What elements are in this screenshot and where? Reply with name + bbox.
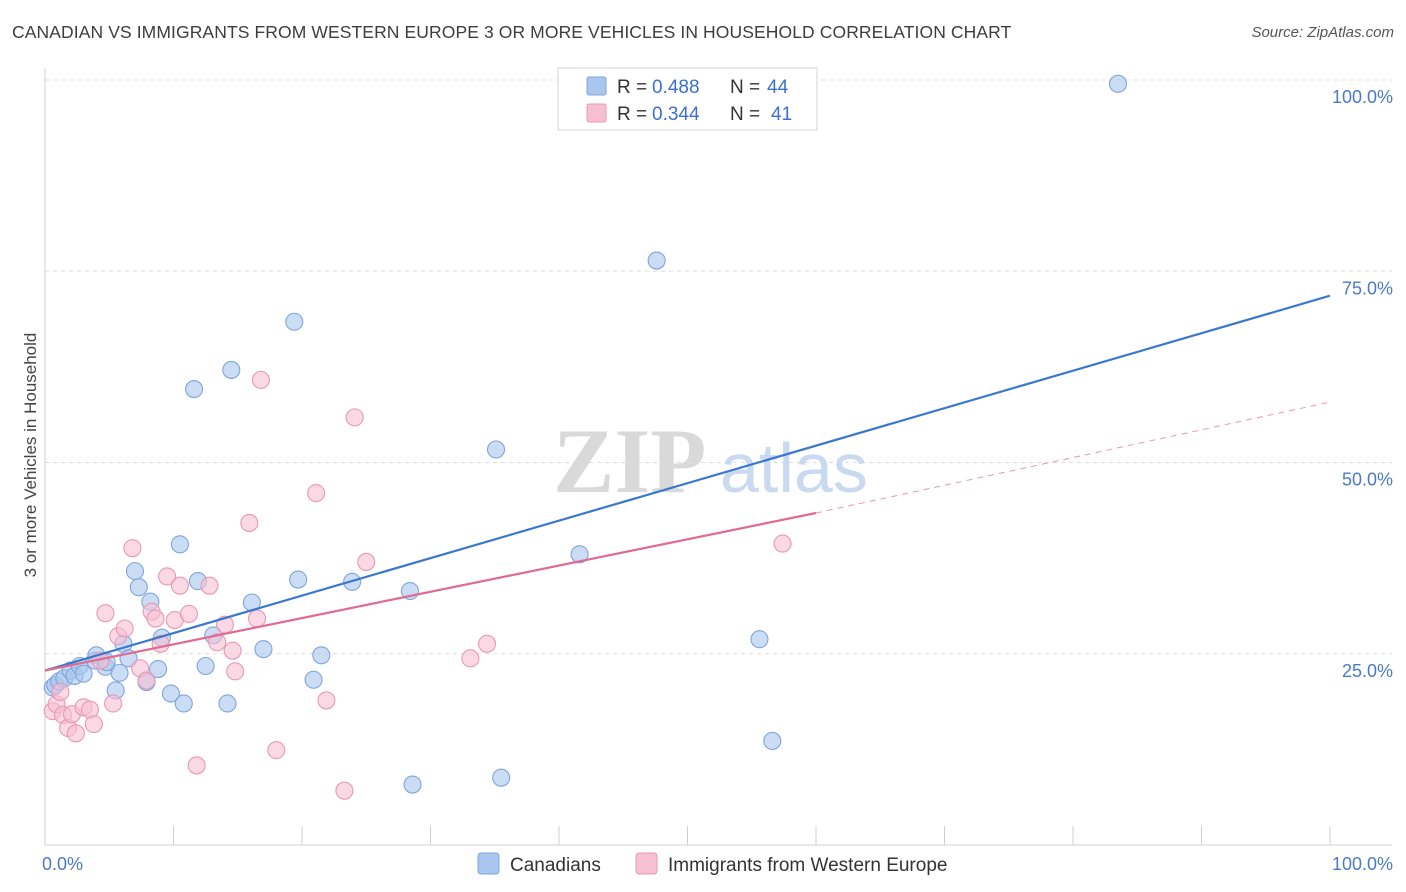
data-points [43, 74, 1128, 800]
point-canadians [492, 768, 511, 787]
point-immigrants [345, 408, 364, 427]
point-immigrants [104, 694, 123, 713]
point-immigrants [240, 513, 259, 532]
legend-r-label-canadians: R = [617, 77, 647, 98]
point-immigrants [158, 567, 177, 586]
point-immigrants [96, 604, 115, 623]
watermark: ZIP atlas [553, 410, 868, 512]
watermark-atlas: atlas [720, 429, 868, 507]
point-immigrants [223, 641, 242, 660]
point-canadians [185, 380, 204, 399]
point-canadians [218, 694, 237, 713]
y-tick-label: 50.0% [1342, 470, 1393, 490]
point-canadians [570, 545, 589, 564]
point-immigrants [247, 609, 267, 628]
watermark-zip: ZIP [553, 410, 706, 512]
point-canadians [161, 684, 180, 703]
point-canadians [170, 535, 189, 554]
point-immigrants [51, 682, 70, 702]
series-legend-label-canadians: Canadians [510, 855, 601, 876]
legend-r-value-canadians: 0.488 [652, 77, 700, 98]
point-canadians [222, 360, 241, 379]
point-canadians [647, 251, 666, 270]
stats-legend: R = 0.488 N = 44 R = 0.344 N = 41 [557, 67, 818, 131]
point-immigrants [115, 619, 134, 638]
point-canadians [750, 630, 769, 649]
point-immigrants [477, 634, 497, 653]
source-credit: Source: ZipAtlas.com [1251, 24, 1394, 41]
point-immigrants [200, 576, 219, 595]
point-canadians [174, 694, 193, 713]
point-canadians [129, 578, 148, 597]
point-canadians [304, 670, 323, 689]
series-legend-swatch-canadians [477, 852, 500, 875]
trend-line-canadians [44, 294, 1331, 672]
point-immigrants [335, 781, 354, 800]
point-canadians [74, 664, 93, 683]
point-immigrants [226, 662, 245, 681]
x-tick-label: 100.0% [1332, 854, 1393, 874]
point-canadians [486, 440, 506, 459]
point-immigrants [208, 633, 227, 652]
point-canadians [196, 656, 215, 676]
point-canadians [312, 646, 331, 665]
point-immigrants [357, 552, 376, 572]
point-immigrants [123, 539, 142, 558]
y-tick-label: 100.0% [1332, 87, 1393, 107]
axes [44, 68, 1392, 846]
point-immigrants [84, 715, 103, 734]
y-tick-label: 75.0% [1342, 278, 1393, 298]
trend-line-extension-immigrants [815, 401, 1331, 514]
grid-lines [45, 79, 1392, 655]
y-tick-label: 25.0% [1342, 661, 1393, 681]
x-tick-label: 0.0% [42, 854, 83, 874]
legend-swatch-immigrants [586, 103, 607, 123]
point-immigrants [170, 576, 189, 595]
point-canadians [254, 640, 273, 659]
point-immigrants [461, 649, 480, 668]
point-canadians [149, 659, 168, 679]
point-immigrants [267, 741, 286, 760]
point-canadians [285, 312, 304, 331]
point-canadians [763, 731, 782, 751]
legend-r-label-immigrants: R = [617, 104, 647, 125]
series-legend-label-immigrants: Immigrants from Western Europe [668, 855, 947, 876]
chart-title: CANADIAN VS IMMIGRANTS FROM WESTERN EURO… [12, 22, 1012, 42]
legend-n-label-immigrants: N = [730, 104, 760, 125]
point-canadians [403, 775, 422, 794]
legend-swatch-canadians [586, 76, 607, 96]
point-immigrants [251, 370, 270, 389]
legend-r-value-immigrants: 0.344 [652, 104, 700, 125]
series-legend: Canadians Immigrants from Western Europe [477, 852, 947, 876]
point-immigrants [137, 671, 156, 690]
y-axis-label: 3 or more Vehicles in Household [21, 333, 40, 578]
point-immigrants [146, 609, 165, 628]
point-canadians [110, 663, 129, 682]
point-immigrants [66, 724, 85, 743]
point-immigrants [773, 534, 792, 553]
legend-n-label-canadians: N = [730, 77, 760, 98]
point-canadians [289, 570, 308, 589]
series-legend-swatch-immigrants [635, 852, 658, 875]
point-canadians [125, 562, 144, 581]
trend-line-immigrants [44, 511, 817, 672]
point-canadians [1108, 74, 1128, 93]
point-immigrants [317, 691, 336, 710]
trend-lines [44, 294, 1331, 672]
legend-n-value-canadians: 44 [767, 77, 789, 98]
tick-labels: 25.0% 50.0% 75.0% 100.0% 0.0% 100.0% [42, 87, 1393, 874]
point-immigrants [179, 604, 198, 624]
point-immigrants [187, 756, 206, 775]
point-immigrants [307, 484, 326, 503]
legend-n-value-immigrants: 41 [771, 104, 792, 125]
